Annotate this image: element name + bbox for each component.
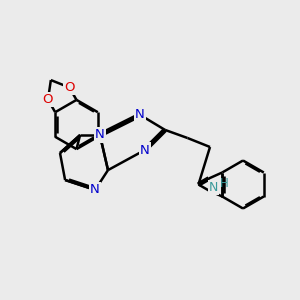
Text: H: H [220, 177, 229, 190]
Text: N: N [135, 108, 145, 122]
Text: N: N [140, 143, 150, 157]
Text: N: N [90, 183, 100, 196]
Text: N: N [208, 181, 218, 194]
Text: O: O [43, 93, 53, 106]
Text: O: O [64, 81, 74, 94]
Text: N: N [95, 128, 105, 142]
